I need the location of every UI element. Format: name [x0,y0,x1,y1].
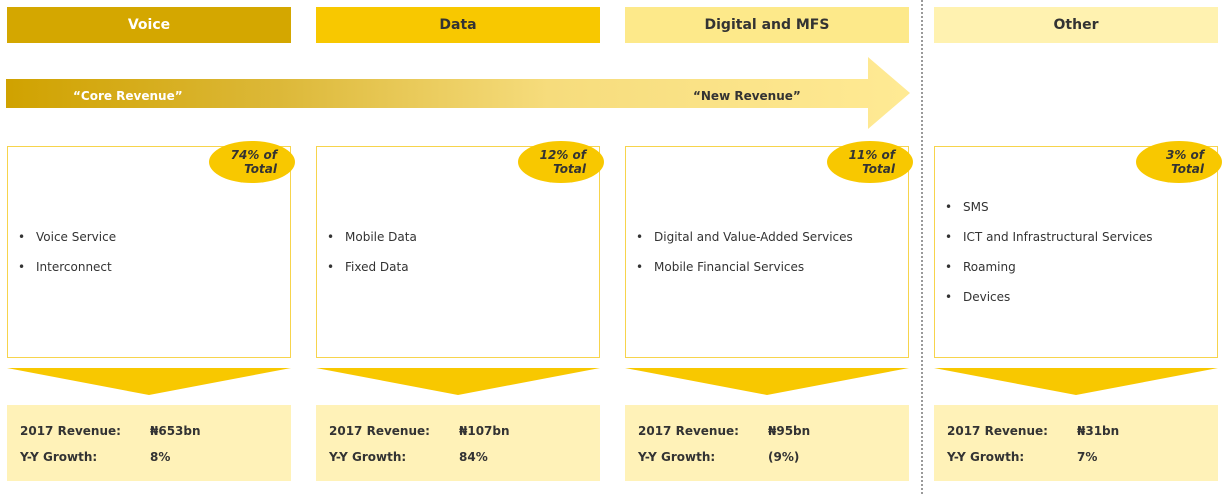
column-data: Data • Mobile Data • Fixed Data 12% of Tota… [316,0,604,494]
new-revenue-label: “New Revenue” [693,89,801,103]
services-list-digital-mfs: • Digital and Value-Added Services • Mobil… [636,222,853,282]
share-badge-other: 3% of Total [1136,141,1222,183]
revenue-value: ₦107bn [459,424,510,438]
list-item: • Fixed Data [327,260,409,274]
funnel-arrow-digital-mfs [625,368,909,395]
list-item: • Digital and Value-Added Services [636,230,853,244]
growth-value: 7% [1077,450,1098,464]
funnel-arrow-voice [7,368,291,395]
revenue-arrow [6,57,910,129]
revenue-label: 2017 Revenue: [329,424,430,438]
list-item: • ICT and Infrastructural Services [945,230,1153,244]
divider-line [921,0,923,494]
share-badge-voice: 74% of Total [209,141,295,183]
list-item: • SMS [945,200,989,214]
growth-label: Y-Y Growth: [20,450,98,464]
revenue-arrow-shape [6,57,910,129]
list-item: • Mobile Financial Services [636,260,805,274]
share-badge-digital-mfs: 11% of Total [827,141,913,183]
funnel-arrow-other [934,368,1218,395]
column-other: Other • SMS • ICT and Infrastructural Serv… [934,0,1222,494]
revenue-box-data: 2017 Revenue: ₦107bn Y-Y Growth: 84% [316,405,600,481]
revenue-value: ₦95bn [768,424,811,438]
list-item: • Mobile Data [327,230,417,244]
revenue-label: 2017 Revenue: [638,424,739,438]
revenue-label: 2017 Revenue: [20,424,121,438]
growth-label: Y-Y Growth: [329,450,407,464]
growth-label: Y-Y Growth: [638,450,716,464]
header-digital-mfs: Digital and MFS [625,7,909,43]
revenue-value: ₦31bn [1077,424,1120,438]
list-item: • Interconnect [18,260,112,274]
services-list-data: • Mobile Data • Fixed Data [327,222,417,282]
services-box-data: • Mobile Data • Fixed Data [316,146,600,358]
header-other: Other [934,7,1218,43]
growth-value: 8% [150,450,171,464]
column-digital-mfs: Digital and MFS • Digital and Value-Added… [625,0,913,494]
growth-value: 84% [459,450,488,464]
revenue-value: ₦653bn [150,424,201,438]
list-item: • Voice Service [18,230,117,244]
list-item: • Devices [945,290,1011,304]
growth-value: (9%) [768,450,800,464]
growth-label: Y-Y Growth: [947,450,1025,464]
funnel-arrow-data [316,368,600,395]
column-voice: Voice • Voice Service • Interconnect 74% o… [7,0,295,494]
revenue-box-digital-mfs: 2017 Revenue: ₦95bn Y-Y Growth: (9%) [625,405,909,481]
revenue-box-other: 2017 Revenue: ₦31bn Y-Y Growth: 7% [934,405,1218,481]
services-box-digital-mfs: • Digital and Value-Added Services • Mobil… [625,146,909,358]
list-item: • Roaming [945,260,1016,274]
core-revenue-label: “Core Revenue” [73,89,183,103]
header-data: Data [316,7,600,43]
services-list-other: • SMS • ICT and Infrastructural Services •… [945,192,1153,312]
revenue-label: 2017 Revenue: [947,424,1048,438]
revenue-box-voice: 2017 Revenue: ₦653bn Y-Y Growth: 8% [7,405,291,481]
services-list-voice: • Voice Service • Interconnect [18,222,116,282]
share-badge-data: 12% of Total [518,141,604,183]
header-voice: Voice [7,7,291,43]
